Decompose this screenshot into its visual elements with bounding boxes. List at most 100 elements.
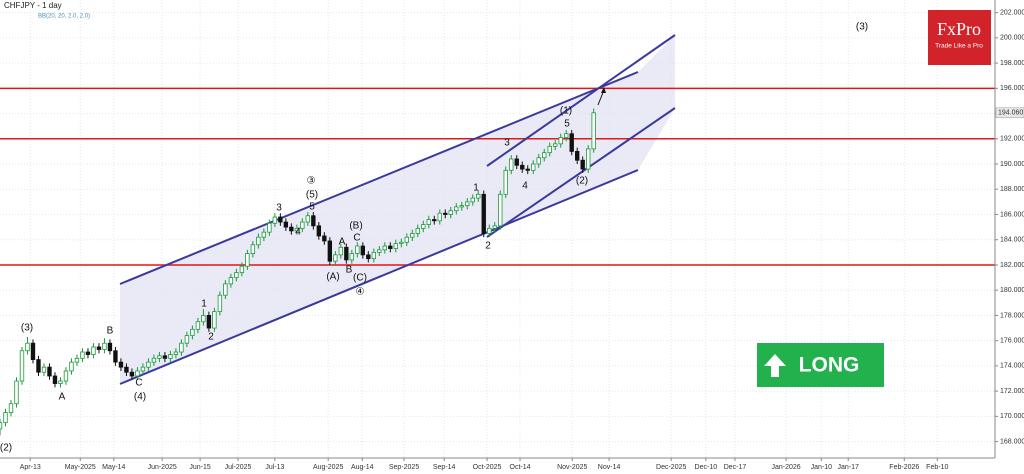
wave-label: A [59, 392, 66, 403]
wave-label: (3) [21, 323, 33, 334]
candle-body [404, 236, 409, 243]
candle-body [8, 403, 14, 413]
y-tick-label: 202.000 [1000, 9, 1024, 16]
candle-body [206, 315, 212, 329]
candle-body [481, 193, 486, 234]
y-tick-label: 182.000 [1000, 262, 1024, 269]
candle-body [85, 351, 91, 355]
x-tick-label: Apr-13 [20, 464, 41, 471]
wave-label: 3 [276, 203, 282, 214]
candles [0, 108, 596, 436]
candle-body [421, 224, 426, 229]
x-tick-label: Jan-17 [838, 464, 860, 471]
candle-body [157, 355, 162, 359]
candle-body [459, 205, 464, 208]
candle-body [201, 315, 206, 323]
x-tick-label: Oct-2025 [473, 464, 502, 471]
wave-label: 2 [208, 332, 214, 343]
y-tick-label: 200.000 [1000, 35, 1024, 42]
x-tick-label: Sep-14 [433, 464, 456, 471]
candle-body [289, 226, 294, 232]
candle-body [377, 249, 382, 253]
candle-body [338, 246, 344, 256]
wave-label: (5) [306, 190, 318, 201]
candle-body [19, 350, 25, 382]
candle-body [223, 283, 228, 296]
candle-body [586, 148, 591, 170]
candle-body [217, 294, 223, 313]
candle-body [91, 346, 96, 355]
candle-body [234, 272, 239, 278]
y-tick-label: 170.000 [1000, 413, 1024, 420]
candle-body [470, 197, 475, 203]
candle-body [415, 227, 420, 234]
y-tick-label: 186.000 [1000, 211, 1024, 218]
y-tick-label: 176.000 [1000, 338, 1024, 345]
wave-label: 2 [485, 241, 491, 252]
candle-body [267, 222, 272, 233]
wave-label: ④ [356, 287, 365, 298]
candle-body [228, 277, 234, 285]
candle-body [536, 157, 541, 165]
wave-label: (3) [856, 22, 868, 33]
candle-body [272, 216, 278, 224]
wave-label: B [107, 326, 114, 337]
signal-arrow [764, 354, 786, 377]
x-tick-label: May-2025 [65, 464, 96, 471]
logo-name: FxPro [937, 19, 981, 39]
x-tick-label: Nov-2025 [557, 464, 587, 471]
candle-body [41, 366, 47, 373]
x-tick-label: Dec-17 [724, 464, 747, 471]
candle-body [190, 328, 195, 337]
y-tick-label: 180.000 [1000, 287, 1024, 294]
candle-body [25, 342, 30, 352]
x-tick-label: Jan-10 [811, 464, 833, 471]
wave-label: C [135, 378, 142, 389]
candle-body [14, 380, 19, 405]
candle-body [151, 357, 157, 363]
channel-line [119, 169, 639, 385]
candle-body [487, 227, 492, 234]
wave-label: 5 [309, 202, 315, 213]
wave-label: A [339, 237, 346, 248]
candle-body [278, 216, 283, 223]
candle-body [476, 193, 481, 199]
candle-body [305, 215, 311, 223]
y-tick-label: 168.000 [1000, 438, 1024, 445]
candle-body [448, 210, 453, 215]
channel-lines [119, 34, 676, 385]
last-price-label: 194.060 [998, 110, 1023, 117]
wave-label: 4 [295, 227, 301, 238]
candle-body [245, 253, 250, 267]
candle-body [311, 215, 316, 227]
x-tick-label: Jun-15 [189, 464, 211, 471]
candle-body [327, 240, 333, 262]
channel-line [486, 34, 676, 167]
candle-body [366, 254, 371, 260]
x-tick-label: Aug-14 [351, 464, 374, 471]
y-tick-label: 172.000 [1000, 388, 1024, 395]
candle-body [316, 225, 322, 237]
candle-body [36, 359, 41, 373]
candle-body [333, 254, 338, 262]
wave-label: ③ [307, 176, 316, 187]
logo-tagline: Trade Like a Pro [935, 43, 983, 50]
x-tick-label: Aug-2025 [313, 464, 343, 471]
candle-body [184, 335, 190, 344]
candle-body [553, 143, 558, 147]
x-tick-label: Dec-2025 [656, 464, 686, 471]
candle-body [107, 342, 113, 352]
channel-area [120, 35, 675, 384]
candle-body [239, 265, 245, 273]
x-tick-label: Jul-13 [265, 464, 284, 471]
y-tick-label: 198.000 [1000, 60, 1024, 67]
candle-body [195, 321, 201, 330]
candle-body [256, 236, 261, 246]
candle-body [399, 241, 404, 244]
candle-body [294, 227, 300, 232]
x-tick-label: Feb-10 [926, 464, 948, 471]
candle-body [102, 342, 107, 350]
wave-label: (1) [560, 106, 572, 117]
candle-body [558, 137, 563, 145]
